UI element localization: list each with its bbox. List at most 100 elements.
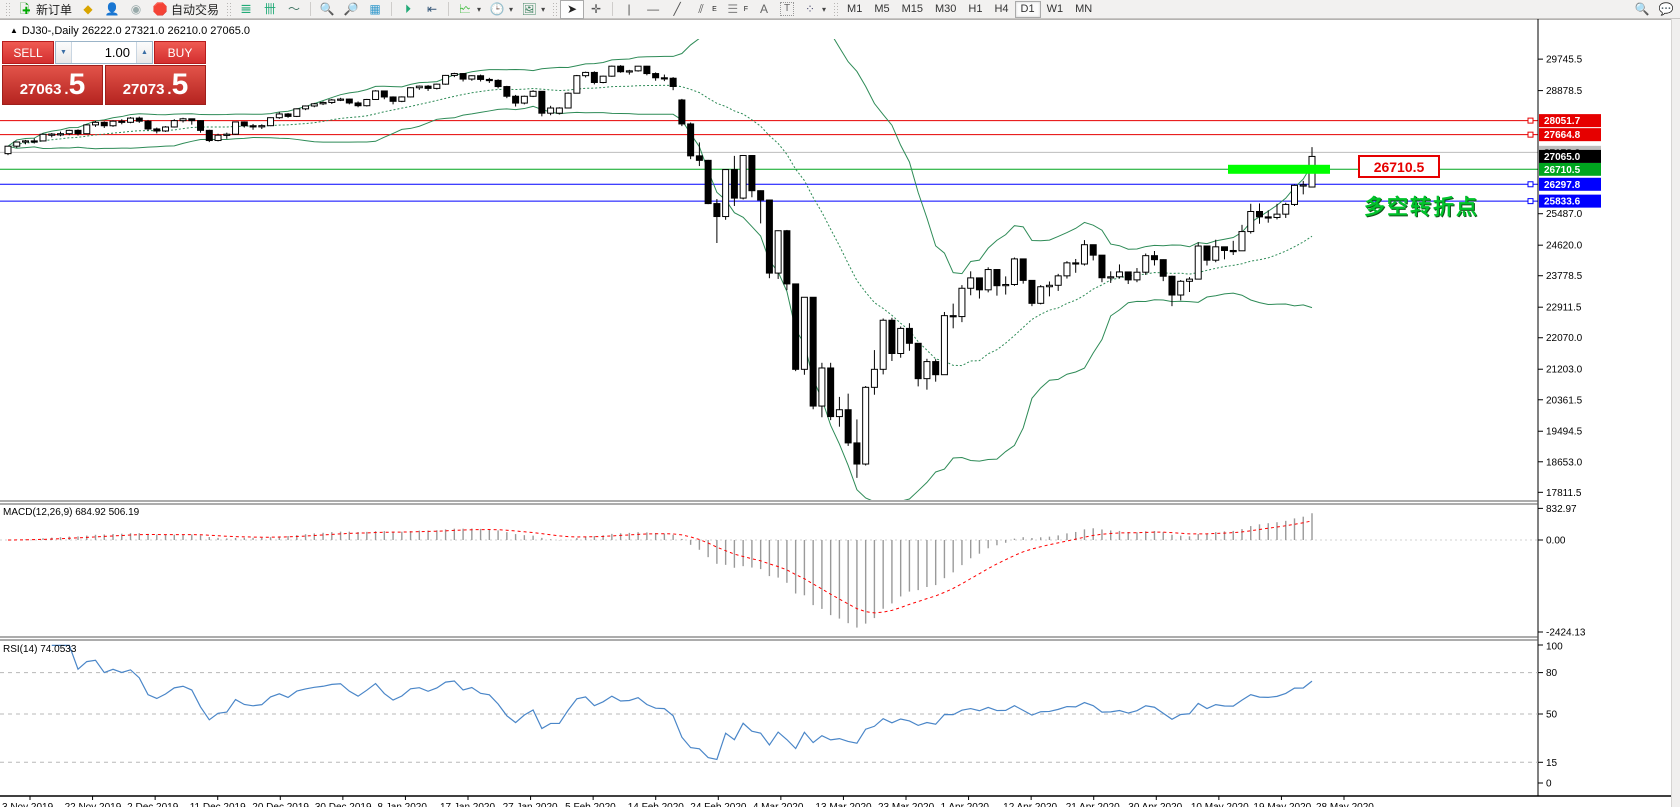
profile-button[interactable]: 👤: [100, 0, 124, 19]
svg-text:8 Jan 2020: 8 Jan 2020: [377, 802, 427, 807]
fibonacci-tool-button[interactable]: ☰ F: [721, 0, 752, 19]
toolbar-grip[interactable]: [833, 2, 839, 16]
volume-value[interactable]: 1.00: [104, 45, 130, 60]
bar-chart-icon: 𝌆: [240, 2, 252, 16]
chat-icon: 💬: [1658, 2, 1674, 16]
svg-text:30 Apr 2020: 30 Apr 2020: [1128, 802, 1182, 807]
tab-timeframe-m30[interactable]: M30: [935, 3, 957, 15]
svg-text:20 Dec 2019: 20 Dec 2019: [252, 802, 309, 807]
svg-text:50: 50: [1546, 710, 1558, 721]
svg-text:2 Dec 2019: 2 Dec 2019: [127, 802, 179, 807]
svg-text:10 May 2020: 10 May 2020: [1191, 802, 1249, 807]
turning-point-annotation[interactable]: 多空转折点: [1364, 196, 1479, 219]
chart-shift-button[interactable]: ⇤: [420, 0, 444, 19]
tab-timeframe-m1[interactable]: M1: [847, 3, 863, 15]
macd-signal-line: [7, 520, 1313, 614]
template-icon: 🖼: [521, 2, 537, 16]
tab-timeframe-h1[interactable]: H1: [968, 3, 983, 15]
svg-text:19 May 2020: 19 May 2020: [1253, 802, 1311, 807]
svg-text:21203.0: 21203.0: [1546, 365, 1583, 376]
styler-button[interactable]: ◆: [76, 0, 100, 19]
tab-timeframe-w1[interactable]: W1: [1046, 3, 1064, 15]
svg-text:13 Mar 2020: 13 Mar 2020: [815, 802, 872, 807]
alerts-button[interactable]: ◉: [124, 0, 148, 19]
template-button[interactable]: 🖼 ▾: [517, 0, 549, 19]
collapse-triangle-icon[interactable]: ▲: [10, 26, 18, 35]
one-click-trade-panel: SELL ▼ 1.00 ▲ BUY 27063 .5 27073 .5: [2, 41, 206, 105]
toolbar-grip[interactable]: [226, 2, 232, 16]
zoom-out-button[interactable]: 🔎: [339, 0, 363, 19]
vline-tool-button[interactable]: |: [617, 0, 641, 19]
chart-canvas[interactable]: 29745.5 28878.5 25487.0 24620.0 23778.5 22911…: [0, 19, 1680, 807]
channel-letter: E: [712, 5, 717, 13]
tab-timeframe-mn[interactable]: MN: [1075, 3, 1093, 15]
chart-forward-button[interactable]: ⏵: [396, 0, 420, 19]
tab-timeframe-m15[interactable]: M15: [901, 3, 924, 15]
svg-text:24 Feb 2020: 24 Feb 2020: [690, 802, 747, 807]
time-axis: 3 Nov 2019 22 Nov 2019 2 Dec 2019 11 Dec 20…: [2, 796, 1374, 807]
buy-price[interactable]: 27073 .5: [105, 65, 206, 105]
svg-text:1 Apr 2020: 1 Apr 2020: [941, 802, 990, 807]
svg-text:3 Nov 2019: 3 Nov 2019: [2, 802, 54, 807]
volume-decrease-button[interactable]: ▼: [56, 42, 72, 63]
sell-price[interactable]: 27063 .5: [2, 65, 103, 105]
vertical-line-icon: |: [627, 2, 631, 16]
toolbar-grip[interactable]: [5, 2, 10, 16]
cursor-button[interactable]: ➤: [560, 0, 585, 19]
label-icon: T: [780, 2, 795, 16]
bar-chart-mode-button[interactable]: 𝌆: [234, 0, 258, 19]
new-order-icon: 🗋 ✚: [19, 2, 31, 17]
chat-button[interactable]: 💬: [1654, 0, 1678, 19]
chevron-down-icon: ▾: [541, 4, 546, 14]
hline-tool-button[interactable]: —: [641, 0, 665, 19]
search-button[interactable]: 🔍: [1630, 0, 1654, 19]
gold-box-icon: ◆: [83, 2, 93, 16]
search-icon: 🔍: [1634, 2, 1650, 16]
zoom-in-icon: 🔍: [319, 2, 335, 16]
svg-text:22 Nov 2019: 22 Nov 2019: [65, 802, 122, 807]
chart-shift-icon: ⇤: [427, 2, 438, 16]
macd-histogram: [0, 513, 1538, 628]
shapes-tool-button[interactable]: ⁘ ▾: [798, 0, 830, 19]
tab-timeframe-d1[interactable]: D1: [1014, 0, 1041, 18]
algo-trading-button[interactable]: 🛑 自动交易: [148, 0, 223, 19]
line-chart-icon: 〜: [288, 2, 301, 16]
trendline-tool-button[interactable]: ╱: [665, 0, 689, 19]
volume-increase-button[interactable]: ▲: [136, 42, 152, 63]
line-chart-mode-button[interactable]: 〜: [282, 0, 306, 19]
chart-window[interactable]: 29745.5 28878.5 25487.0 24620.0 23778.5 22911…: [0, 19, 1680, 807]
buy-button[interactable]: BUY: [154, 41, 206, 64]
svg-text:23778.5: 23778.5: [1546, 271, 1583, 282]
sell-button[interactable]: SELL: [2, 41, 54, 64]
chart-forward-icon: ⏵: [405, 2, 412, 16]
highlight-segment[interactable]: [1228, 164, 1330, 174]
add-indicator-button[interactable]: 🗠 ▾: [453, 0, 485, 19]
new-order-button[interactable]: 🗋 ✚ 新订单: [13, 0, 76, 19]
svg-text:26297.8: 26297.8: [1544, 180, 1581, 191]
svg-text:20361.5: 20361.5: [1546, 395, 1583, 406]
price-callout-label[interactable]: 26710.5: [1358, 155, 1440, 178]
signal-icon: ◉: [130, 2, 142, 16]
svg-text:23 Mar 2020: 23 Mar 2020: [878, 802, 935, 807]
label-tool-button[interactable]: T: [776, 0, 798, 19]
text-tool-button[interactable]: A: [752, 0, 776, 19]
svg-text:80: 80: [1546, 668, 1558, 679]
svg-text:24620.0: 24620.0: [1546, 241, 1583, 252]
svg-text:832.97: 832.97: [1546, 504, 1577, 515]
price-axis: 29745.5 28878.5 25487.0 24620.0 23778.5 22911…: [1538, 55, 1601, 499]
channel-tool-button[interactable]: ⫽ E: [689, 0, 721, 19]
svg-text:26710.5: 26710.5: [1544, 165, 1581, 176]
tab-timeframe-h4[interactable]: H4: [994, 3, 1009, 15]
tile-windows-button[interactable]: ▦: [363, 0, 387, 19]
svg-text:30 Dec 2019: 30 Dec 2019: [315, 802, 372, 807]
zoom-in-button[interactable]: 🔍: [315, 0, 339, 19]
chevron-down-icon: ▾: [477, 4, 482, 14]
crosshair-button[interactable]: ✛: [584, 0, 608, 19]
tab-timeframe-m5[interactable]: M5: [874, 3, 890, 15]
trendline-icon: ╱: [673, 2, 681, 16]
svg-text:100: 100: [1546, 642, 1563, 653]
period-button[interactable]: 🕒 ▾: [485, 0, 517, 19]
candle-chart-mode-button[interactable]: 卌: [258, 0, 282, 19]
rsi-indicator-label: RSI(14) 74.0533: [3, 644, 77, 655]
toolbar-grip[interactable]: [552, 2, 558, 16]
